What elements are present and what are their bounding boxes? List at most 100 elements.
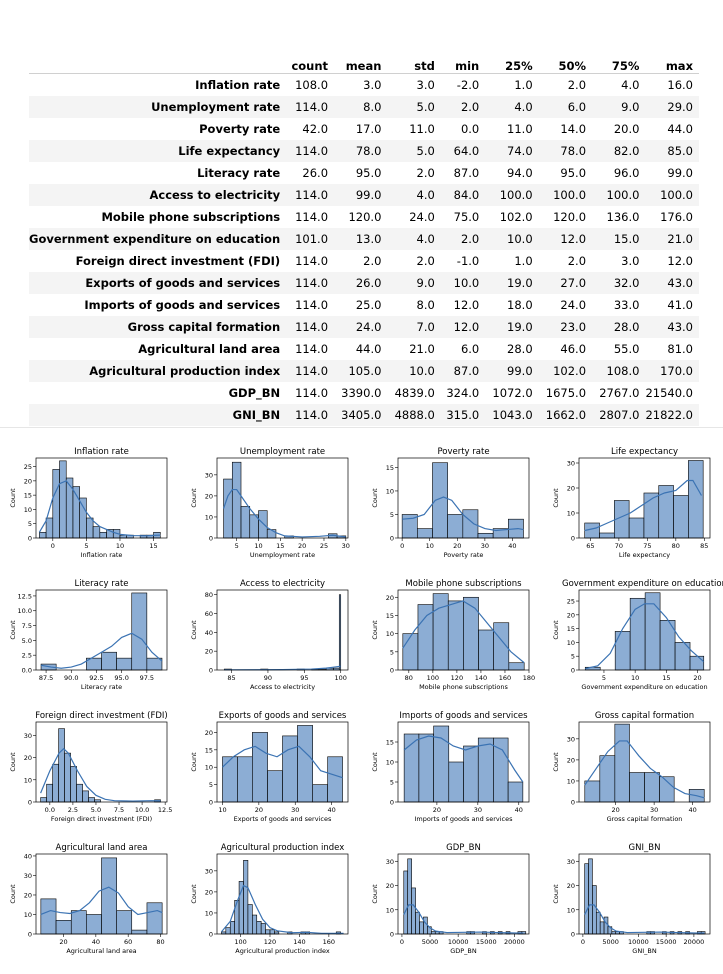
table-cell: 21822.0 — [645, 407, 693, 422]
histogram-panel: Agricultural production index 0 10 20 30 100 1… — [190, 843, 349, 955]
table-cell: 105.0 — [348, 363, 382, 378]
table-cell: 28.0 — [613, 319, 640, 334]
table-row: Mobile phone subscriptions 114.0 120.0 24.0… — [29, 206, 699, 228]
histogram-bar — [70, 766, 77, 803]
table-cell: 100.0 — [553, 187, 587, 202]
table-cell: 81.0 — [667, 341, 693, 356]
table-row: Agricultural land area 114.0 44.0 21.0 6.0 28… — [29, 338, 699, 360]
table-cell: 8.0 — [363, 99, 382, 114]
histogram-bar — [419, 921, 424, 935]
row-label: Imports of goods and services — [84, 297, 281, 312]
table-cell: 5.0 — [416, 99, 435, 114]
table-cell: 12.0 — [453, 319, 480, 334]
x-axis-label: GDP_BN — [450, 947, 477, 955]
y-axis-label: Count — [552, 488, 560, 508]
y-tick-label: 15 — [386, 464, 394, 472]
histogram-bar — [79, 497, 87, 539]
table-cell: 7.0 — [416, 319, 435, 334]
x-tick-label: 10 — [426, 542, 434, 550]
table-cell: 24.0 — [355, 319, 382, 334]
histogram-panel: Life expectancy 0 10 20 30 65 70 75 80 85 Life exp… — [552, 447, 711, 559]
x-axis-label: Poverty rate — [444, 551, 484, 559]
y-tick-label: 20 — [386, 594, 394, 602]
y-axis-label: Count — [371, 752, 379, 772]
histogram-bar — [629, 597, 646, 671]
y-tick-label: 0 — [390, 667, 394, 675]
y-tick-label: 0 — [28, 931, 32, 939]
x-tick-label: 100 — [335, 674, 347, 682]
y-tick-label: 15 — [24, 492, 32, 500]
y-tick-label: 15 — [386, 739, 394, 747]
x-tick-label: 10000 — [628, 938, 649, 946]
y-tick-label: 40 — [24, 852, 32, 860]
y-axis-label: Count — [9, 620, 17, 640]
x-tick-label: 30 — [481, 542, 489, 550]
histogram-bar — [689, 655, 705, 671]
table-body: Inflation rate 108.0 3.0 3.0 -2.0 1.0 2.0 4.0 16… — [29, 74, 699, 426]
kde-line — [220, 884, 344, 934]
x-tick-label: 10 — [116, 542, 124, 550]
x-tick-label: 90 — [264, 674, 272, 682]
histogram-bar — [116, 910, 133, 935]
histogram-panel: GNI_BN 0 10 20 30 0 5000 10000 15000 20000 GNI_BN C… — [552, 843, 711, 955]
y-axis-label: Count — [552, 752, 560, 772]
y-tick-label: 0 — [209, 931, 213, 939]
table-cell: 55.0 — [613, 341, 640, 356]
histogram-bar — [266, 529, 277, 539]
table-cell: 1.0 — [514, 77, 533, 92]
histogram-bar — [269, 929, 275, 935]
histogram-panel: Inflation rate 0 5 10 15 20 25 0 5 10 15 Inflation … — [9, 447, 168, 559]
y-tick-label: 20 — [567, 611, 575, 619]
table-cell: 28.0 — [507, 341, 533, 356]
histogram-bar — [40, 898, 57, 935]
table-cell: 19.0 — [507, 275, 533, 290]
table-cell: 84.0 — [453, 187, 480, 202]
x-tick-label: 160 — [323, 938, 335, 946]
table-cell: 176.0 — [660, 209, 693, 224]
histogram-bar — [629, 772, 645, 803]
kde-line — [403, 735, 524, 783]
table-cell: 19.0 — [507, 319, 533, 334]
x-tick-label: 0 — [51, 542, 55, 550]
x-tick-label: 2.5 — [68, 806, 78, 814]
x-tick-label: 5 — [84, 542, 88, 550]
table-cell: 4.0 — [416, 187, 435, 202]
histogram-panel: Unemployment rate 0 10 20 30 5 10 15 20 25 30 Unemp… — [190, 447, 350, 559]
table-row: Literacy rate 26.0 95.0 2.0 87.0 94.0 95.0 96.0… — [29, 162, 699, 184]
x-tick-label: 40 — [689, 806, 697, 814]
table-cell: 114.0 — [295, 209, 329, 224]
table-cell: 2.0 — [460, 99, 480, 114]
x-tick-label: 100 — [234, 938, 246, 946]
table-cell: 4839.0 — [394, 385, 435, 400]
x-tick-label: 0 — [400, 938, 404, 946]
x-tick-label: 90.0 — [64, 674, 78, 682]
histogram-bar — [86, 517, 94, 539]
table-cell: 10.0 — [507, 231, 533, 246]
x-tick-label: 97.5 — [140, 674, 154, 682]
table-row: Foreign direct investment (FDI) 114.0 2.0 2… — [29, 250, 699, 272]
table-cell: 85.0 — [667, 143, 693, 158]
table-cell: 170.0 — [660, 363, 693, 378]
x-tick-label: 7.5 — [114, 806, 124, 814]
y-tick-label: 0 — [390, 535, 394, 543]
row-label: Agricultural land area — [138, 341, 281, 356]
kde-line — [584, 740, 705, 799]
histogram-bar — [58, 728, 65, 803]
histogram-panel: Mobile phone subscriptions 0 5 10 15 20 80 100 1… — [371, 579, 535, 691]
y-tick-label: 5 — [28, 520, 32, 528]
table-cell: 29.0 — [667, 99, 693, 114]
y-axis-label: Count — [190, 884, 198, 904]
table-cell: 20.0 — [613, 121, 640, 136]
table-cell: 23.0 — [560, 319, 587, 334]
y-tick-label: 10 — [567, 777, 575, 785]
histogram-bar — [462, 509, 479, 539]
histogram-bar — [447, 600, 464, 671]
y-tick-label: 0 — [390, 799, 394, 807]
y-tick-label: 60 — [205, 610, 213, 618]
kde-line — [40, 632, 163, 669]
kde-line — [402, 600, 525, 664]
y-tick-label: 10 — [205, 909, 213, 917]
y-tick-label: 10.0 — [18, 607, 32, 615]
x-tick-label: 80 — [405, 674, 413, 682]
plot-frame — [35, 589, 168, 671]
